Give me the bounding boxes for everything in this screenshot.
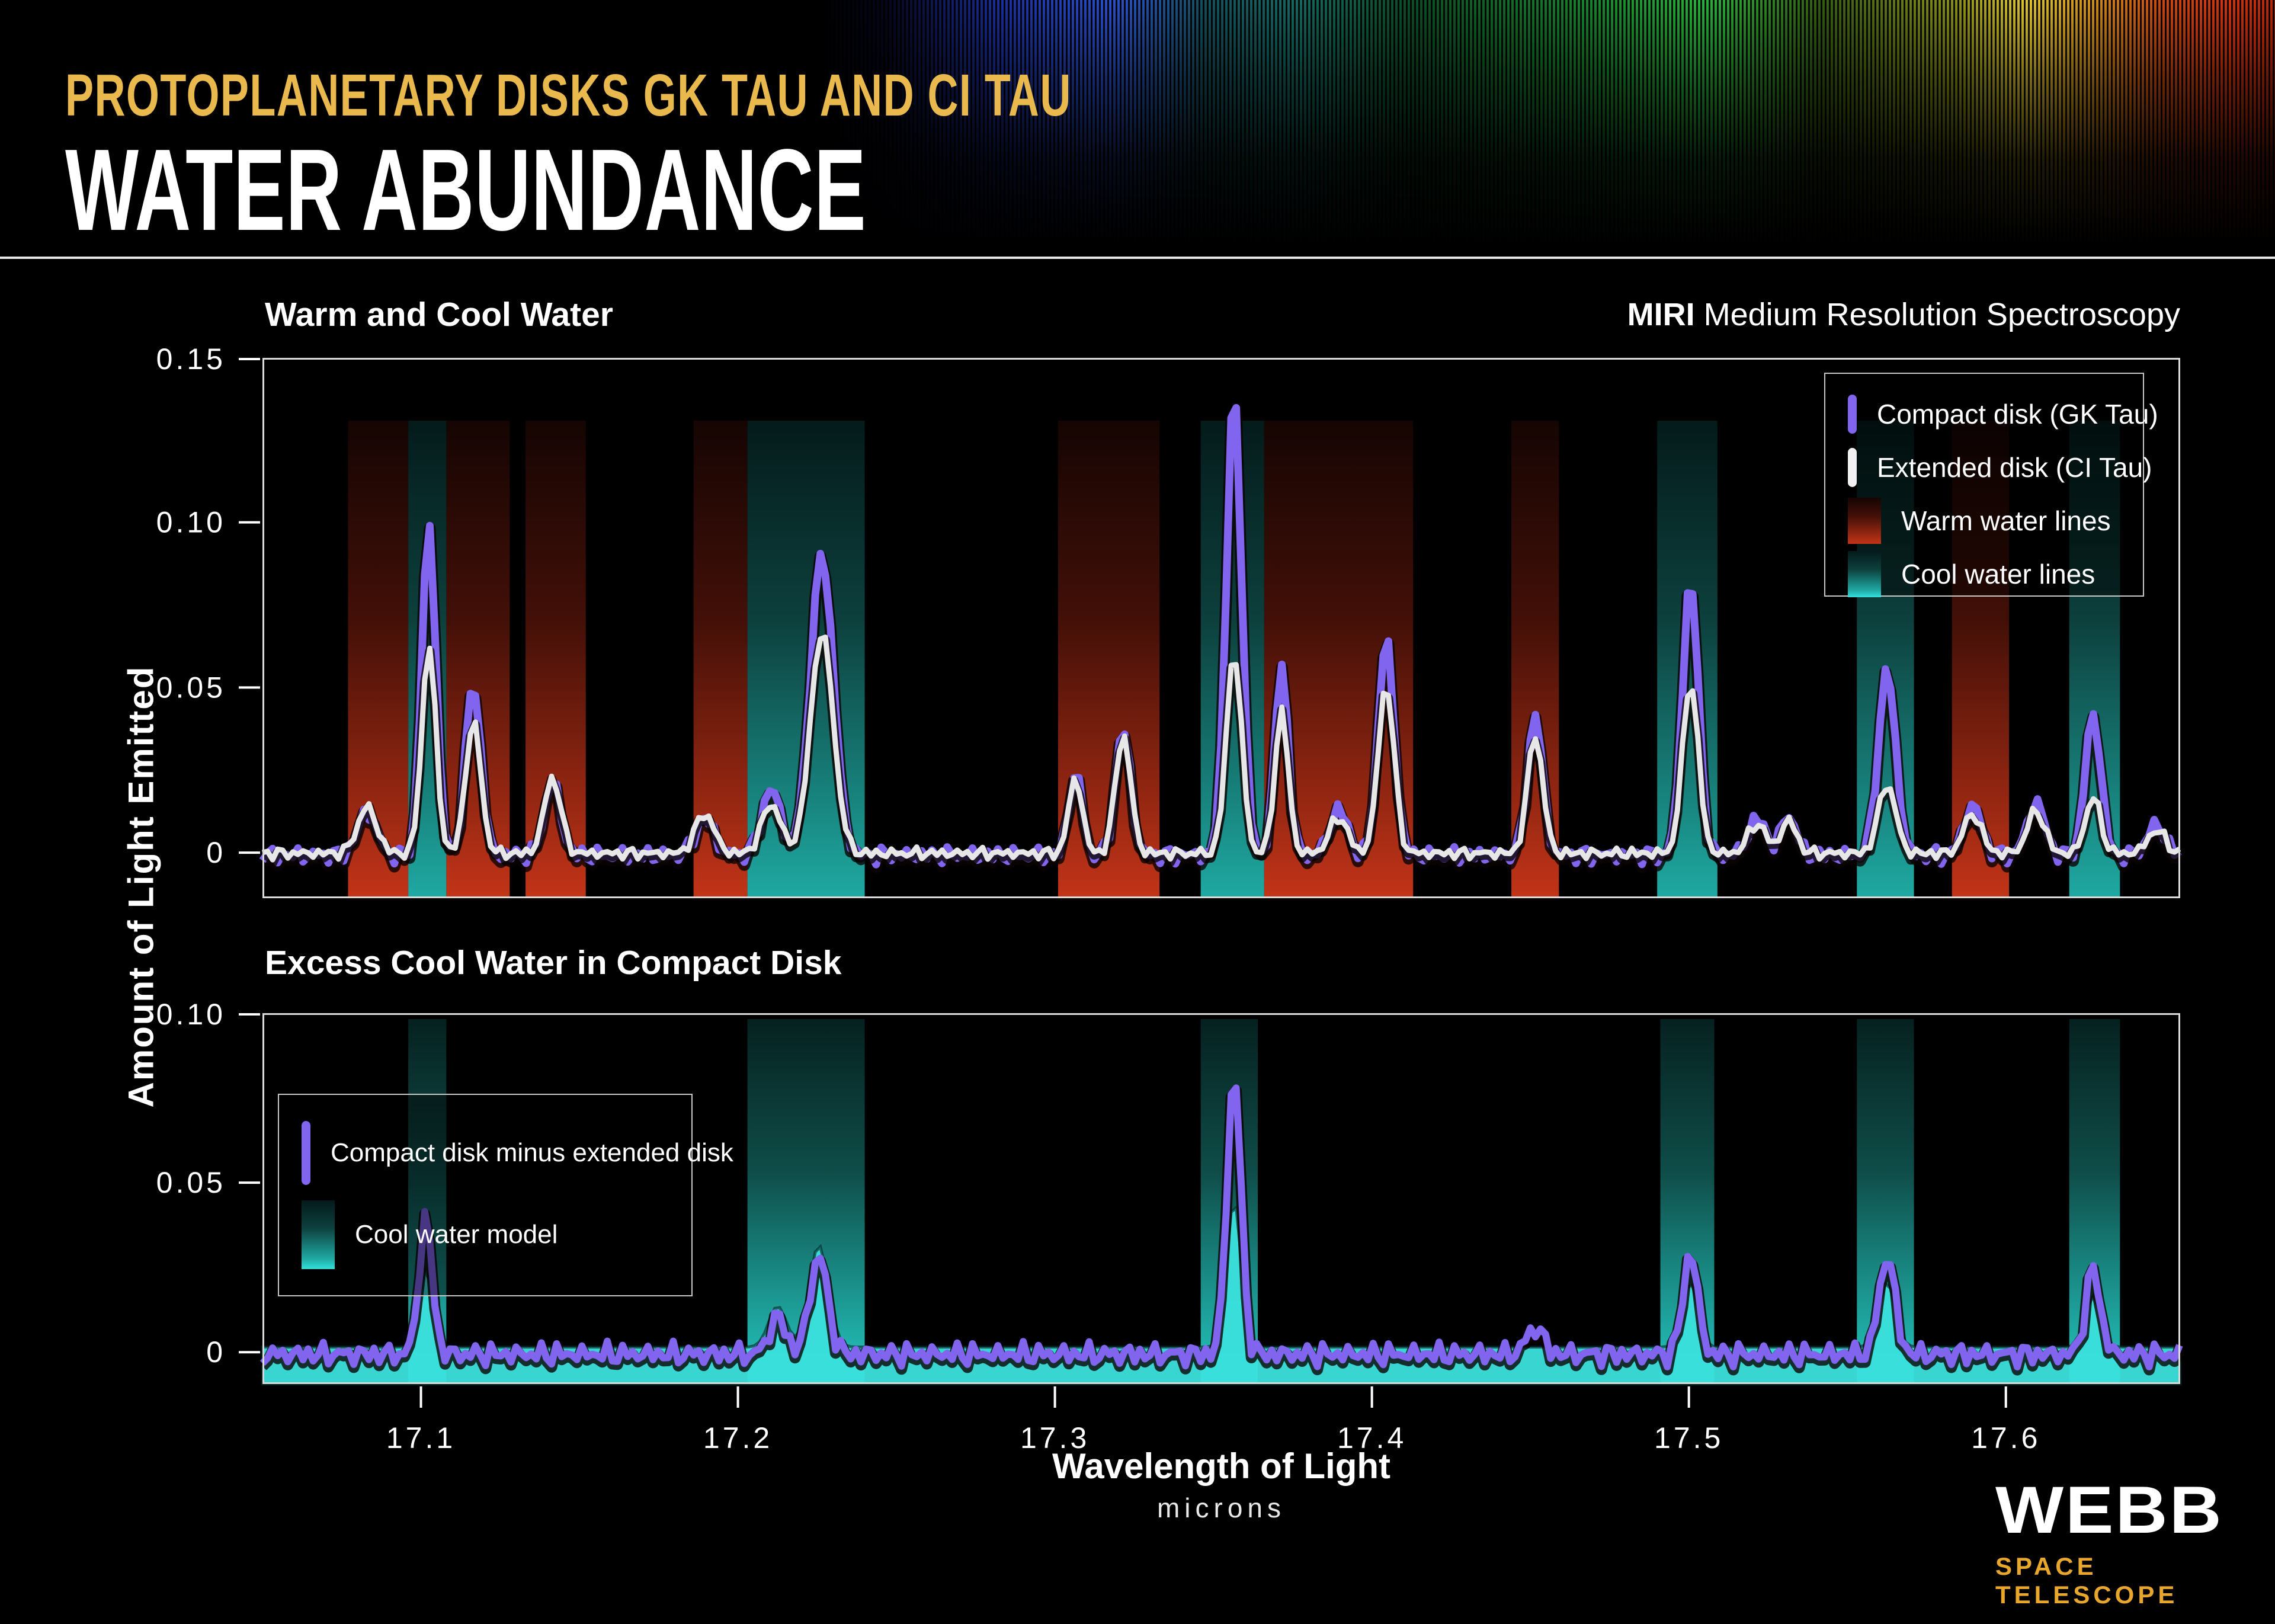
warm-water-swatch (1848, 498, 1881, 544)
x-axis-unit-label: microns (1156, 1492, 1286, 1523)
page-title: WATER ABUNDANCE (65, 125, 867, 255)
y-axis-label: Amount of Light Emitted (121, 665, 161, 1108)
legend-label: Warm water lines (1901, 505, 2111, 536)
legend-item-cool-water: Cool water lines (1848, 550, 2143, 598)
header-divider (0, 257, 2275, 259)
webb-logo-name: WEBB (1995, 1472, 2223, 1547)
bottom-chart-legend: Compact disk minus extended disk Cool wa… (278, 1094, 733, 1296)
cool-model-swatch (302, 1200, 335, 1269)
webb-logo-subtitle: SPACE TELESCOPE (1995, 1552, 2178, 1609)
x-axis-label: Wavelength of Light (1052, 1446, 1391, 1486)
legend-label: Extended disk (CI Tau) (1877, 452, 2152, 483)
bottom-chart: 0.10 0.05 0 17.1 17.2 17.3 17.4 17.5 17.6 (156, 998, 2185, 1455)
svg-text:17.3: 17.3 (1020, 1421, 1090, 1455)
svg-text:0.05: 0.05 (156, 671, 226, 704)
webb-logo: WEBB SPACE TELESCOPE (1995, 1476, 2244, 1609)
svg-text:0.10: 0.10 (156, 998, 226, 1031)
bottom-chart-title: Excess Cool Water in Compact Disk (265, 944, 842, 982)
top-chart: 0.15 0.10 0.05 0 (156, 342, 2183, 898)
legend-item-warm-water: Warm water lines (1848, 497, 2143, 544)
svg-text:0: 0 (206, 1335, 226, 1369)
svg-text:0.05: 0.05 (156, 1166, 226, 1199)
svg-text:0.15: 0.15 (156, 342, 226, 376)
instrument-mode: Medium Resolution Spectroscopy (1694, 297, 2180, 332)
top-chart-plot: 0.15 0.10 0.05 0 (156, 342, 2183, 898)
extended-disk-swatch (1848, 448, 1857, 487)
legend-item-compact-disk: Compact disk (GK Tau) (1848, 390, 2158, 438)
legend-label: Cool water model (355, 1220, 558, 1249)
spectrum-rainbow-decoration (0, 0, 2275, 257)
instrument-label: MIRI Medium Resolution Spectroscopy (1627, 296, 2180, 333)
compact-disk-swatch (1848, 395, 1857, 434)
legend-item-extended-disk: Extended disk (CI Tau) (1848, 444, 2152, 491)
svg-text:17.2: 17.2 (703, 1421, 773, 1455)
top-chart-legend: Compact disk (GK Tau) Extended disk (CI … (1824, 373, 2158, 598)
svg-text:17.4: 17.4 (1337, 1421, 1406, 1455)
instrument-name: MIRI (1627, 297, 1695, 332)
svg-text:17.5: 17.5 (1654, 1421, 1723, 1455)
legend-label: Cool water lines (1901, 559, 2095, 590)
legend-item-cool-model: Cool water model (302, 1197, 691, 1273)
legend-item-difference: Compact disk minus extended disk (302, 1115, 733, 1191)
svg-text:0: 0 (206, 836, 226, 869)
difference-swatch (302, 1121, 310, 1185)
header-kicker: PROTOPLANETARY DISKS GK TAU AND CI TAU (65, 62, 1072, 129)
cool-water-swatch (1848, 551, 1881, 597)
svg-text:17.1: 17.1 (386, 1421, 456, 1455)
svg-text:17.6: 17.6 (1971, 1421, 2040, 1455)
top-chart-title: Warm and Cool Water (265, 296, 613, 334)
legend-label: Compact disk minus extended disk (331, 1138, 733, 1167)
svg-text:0.10: 0.10 (156, 506, 226, 539)
legend-label: Compact disk (GK Tau) (1877, 399, 2158, 430)
header: PROTOPLANETARY DISKS GK TAU AND CI TAU W… (0, 0, 2275, 257)
bottom-chart-plot: 0.10 0.05 0 17.1 17.2 17.3 17.4 17.5 17.6 (156, 998, 2185, 1455)
